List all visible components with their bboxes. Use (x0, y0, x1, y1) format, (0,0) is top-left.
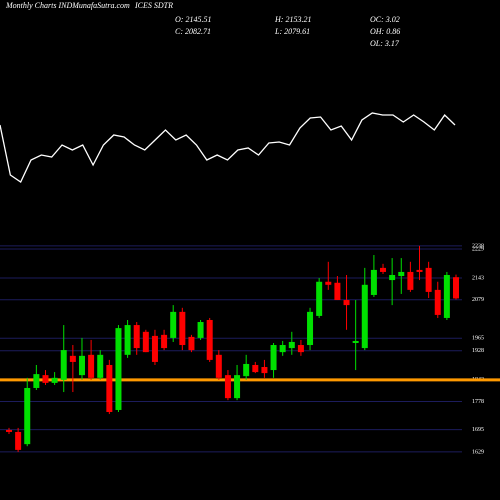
candle-body (51, 377, 58, 383)
candle-body (224, 375, 231, 399)
candle-body (361, 284, 368, 349)
candle-body (215, 354, 222, 378)
candle-body (206, 319, 213, 360)
y-tick-label: 1695 (472, 427, 484, 433)
candle-body (389, 274, 396, 281)
candle-body (343, 300, 350, 306)
candle-body (15, 431, 22, 450)
candle-body (188, 336, 195, 351)
candle-body (316, 281, 323, 316)
y-tick-label: 1778 (472, 399, 484, 405)
stat: OL: 3.17 (370, 39, 400, 48)
indicator-line (0, 112, 456, 183)
candle-body (142, 331, 149, 353)
y-tick-label: 2229 (472, 246, 484, 252)
candle-body (179, 311, 186, 346)
candle-body (252, 364, 259, 373)
candle-body (60, 350, 67, 380)
candle-body (443, 274, 450, 318)
candle-body (97, 354, 104, 378)
candle-body (78, 355, 85, 376)
candle-body (352, 340, 359, 343)
candle-body (380, 267, 387, 272)
y-tick-label: 1629 (472, 449, 484, 455)
candle-body (88, 354, 95, 378)
candle-body (407, 271, 414, 290)
candle-body (115, 328, 122, 410)
candle-body (234, 375, 241, 399)
candle-body (33, 374, 40, 388)
candle-body (307, 311, 314, 346)
site-title: Monthly Charts INDMunafaSutra.com (5, 1, 130, 10)
stat: OH: 0.86 (370, 27, 400, 36)
candle-body (133, 325, 140, 349)
candle-body (425, 267, 432, 292)
candle-body (24, 387, 31, 445)
candle-body (288, 341, 295, 349)
candle-body (270, 345, 277, 371)
y-tick-label: 1965 (472, 336, 484, 342)
y-tick-label: 1928 (472, 348, 484, 354)
y-tick-label: 2238 (472, 243, 484, 249)
candle-body (370, 269, 377, 295)
candle-body (334, 282, 341, 301)
candle-body (398, 271, 405, 277)
candle-body (325, 281, 332, 285)
candle-body (106, 364, 113, 413)
symbol: ICES SDTR (134, 1, 173, 10)
candle-body (453, 277, 459, 299)
candle-body (6, 429, 12, 432)
stat: H: 2153.21 (274, 15, 311, 24)
candle-body (416, 269, 423, 272)
candle-body (170, 311, 177, 338)
candle-body (69, 355, 76, 362)
candle-body (124, 325, 131, 355)
candle-body (279, 345, 286, 353)
candle-body (261, 367, 268, 374)
candle-body (243, 363, 250, 377)
candle-body (161, 334, 168, 349)
candle-body (434, 289, 441, 315)
candle-body (151, 335, 158, 362)
y-tick-label: 2079 (472, 297, 484, 303)
stat: L: 2079.61 (274, 27, 310, 36)
y-tick-label: 2143 (472, 275, 484, 281)
candle-body (297, 345, 304, 353)
stat: O: 2145.51 (175, 15, 211, 24)
stat: C: 2082.71 (175, 27, 211, 36)
candle-body (197, 322, 204, 338)
stat: OC: 3.02 (370, 15, 400, 24)
candle-body (42, 375, 49, 383)
